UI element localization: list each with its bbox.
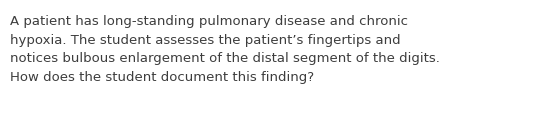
- Text: A patient has long-standing pulmonary disease and chronic
hypoxia. The student a: A patient has long-standing pulmonary di…: [10, 15, 440, 84]
